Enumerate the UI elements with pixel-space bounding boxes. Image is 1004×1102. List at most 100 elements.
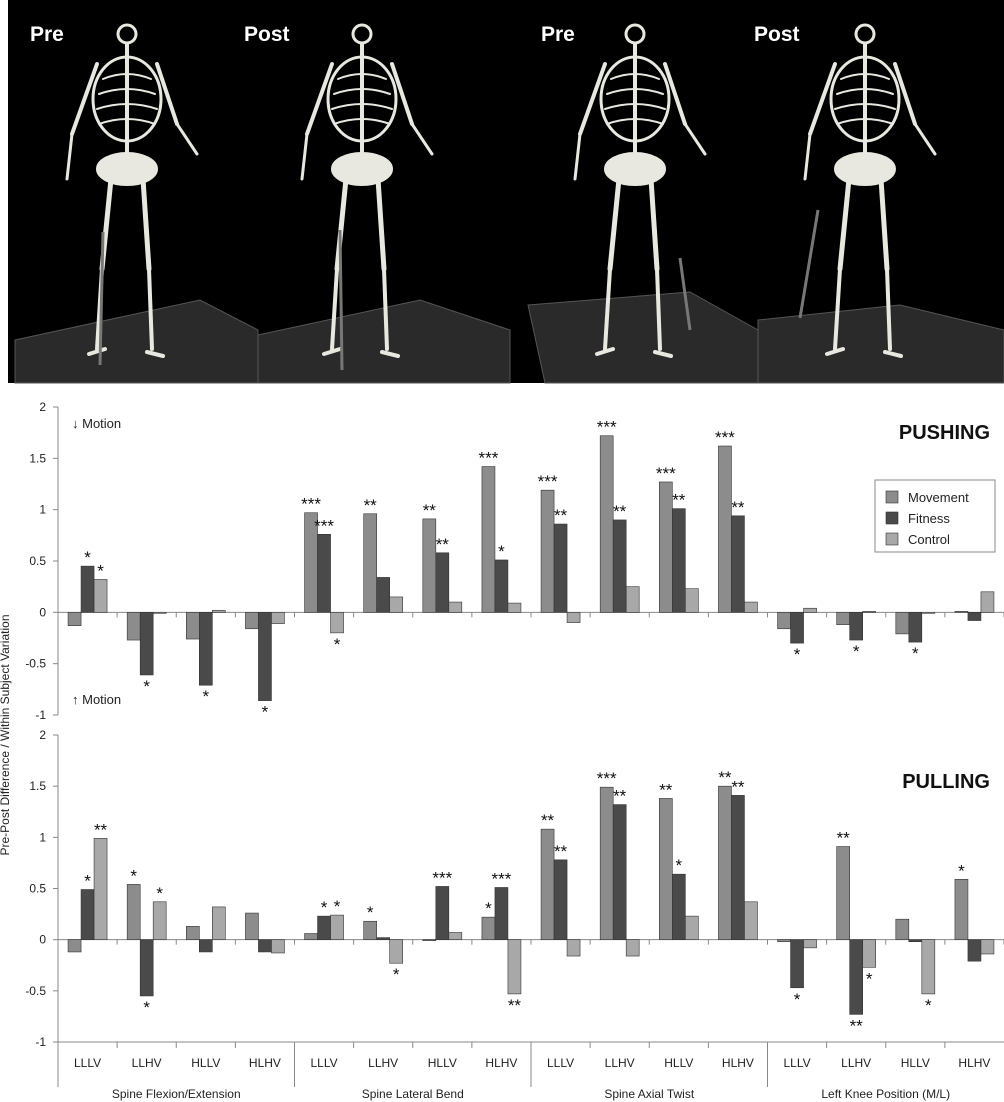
group-label: Spine Lateral Bend [362, 1087, 464, 1101]
significance-label: * [958, 861, 965, 880]
group-label: Spine Axial Twist [604, 1087, 694, 1101]
bar [778, 940, 791, 942]
significance-label: *** [314, 516, 334, 535]
bar [258, 612, 271, 700]
bar [305, 934, 318, 940]
x-tick-label: HLLV [901, 1056, 930, 1070]
significance-label: *** [656, 464, 676, 483]
x-tick-label: LLHV [841, 1056, 871, 1070]
significance-label: * [912, 644, 919, 663]
significance-label: ** [672, 491, 686, 510]
bar [390, 597, 403, 612]
bar [613, 805, 626, 940]
x-tick-label: HLLV [664, 1056, 693, 1070]
bar [436, 886, 449, 939]
bar [127, 884, 140, 939]
bar [541, 829, 554, 940]
bar [390, 940, 403, 964]
x-tick-label: HLHV [958, 1056, 990, 1070]
bar [140, 940, 153, 996]
bar [909, 612, 922, 642]
significance-label: * [97, 561, 104, 580]
bar [199, 612, 212, 685]
bar [922, 612, 935, 613]
bar [318, 916, 331, 940]
significance-label: ** [718, 768, 732, 787]
bar [955, 611, 968, 612]
bar [271, 940, 284, 953]
bar [659, 798, 672, 939]
bar [212, 907, 225, 940]
significance-label: ** [364, 496, 378, 515]
significance-label: * [925, 996, 932, 1015]
significance-label: * [485, 899, 492, 918]
bar [672, 509, 685, 613]
x-tick-label: HLLV [191, 1056, 220, 1070]
bar [68, 612, 81, 625]
bar [245, 612, 258, 628]
bar [81, 890, 94, 940]
y-tick-label: 1.5 [29, 451, 46, 465]
group-label: Left Knee Position (M/L) [821, 1087, 950, 1101]
bar [968, 612, 981, 620]
bar [331, 915, 344, 940]
significance-label: ** [554, 842, 568, 861]
bar [140, 612, 153, 675]
y-tick-label: -1 [35, 1035, 46, 1049]
bar [495, 560, 508, 612]
bar [153, 902, 166, 940]
significance-label: * [143, 677, 150, 696]
bar [186, 926, 199, 939]
bar [955, 879, 968, 939]
bar [909, 940, 922, 942]
significance-label: ** [613, 787, 627, 806]
bar [567, 940, 580, 956]
significance-label: * [84, 872, 91, 891]
significance-label: * [853, 642, 860, 661]
bar [482, 917, 495, 940]
significance-label: * [156, 884, 163, 903]
x-tick-label: LLLV [74, 1056, 101, 1070]
significance-label: *** [479, 449, 499, 468]
bar [212, 610, 225, 612]
bar [659, 482, 672, 612]
bar [731, 795, 744, 939]
y-tick-label: -0.5 [25, 984, 46, 998]
x-tick-label: HLHV [722, 1056, 754, 1070]
significance-label: ** [837, 829, 851, 848]
significance-label: ** [94, 820, 108, 839]
significance-label: * [262, 703, 269, 722]
bar [791, 940, 804, 988]
bar [554, 524, 567, 612]
y-tick-label: 1.5 [29, 779, 46, 793]
chart-title: PULLING [902, 771, 990, 793]
bar [245, 913, 258, 940]
significance-label: * [84, 548, 91, 567]
bar [186, 612, 199, 639]
bar [127, 612, 140, 640]
significance-label: ** [659, 780, 673, 799]
significance-label: * [794, 990, 801, 1009]
x-tick-label: HLLV [428, 1056, 457, 1070]
significance-label: * [367, 903, 374, 922]
significance-label: *** [597, 769, 617, 788]
significance-label: * [143, 998, 150, 1017]
y-tick-label: 2 [39, 400, 46, 414]
bar [600, 787, 613, 939]
bar [744, 602, 757, 612]
significance-label: ** [436, 535, 450, 554]
significance-label: *** [301, 495, 321, 514]
x-tick-label: LLHV [132, 1056, 162, 1070]
bar [896, 919, 909, 939]
bar [863, 611, 876, 612]
y-tick-label: 0 [39, 933, 46, 947]
bar [508, 940, 521, 994]
bar [626, 940, 639, 956]
y-tick-label: 0.5 [29, 882, 46, 896]
bar [331, 612, 344, 633]
bar [482, 467, 495, 613]
x-tick-label: HLHV [485, 1056, 517, 1070]
significance-label: *** [538, 472, 558, 491]
bar [377, 577, 390, 612]
significance-label: ** [541, 811, 555, 830]
